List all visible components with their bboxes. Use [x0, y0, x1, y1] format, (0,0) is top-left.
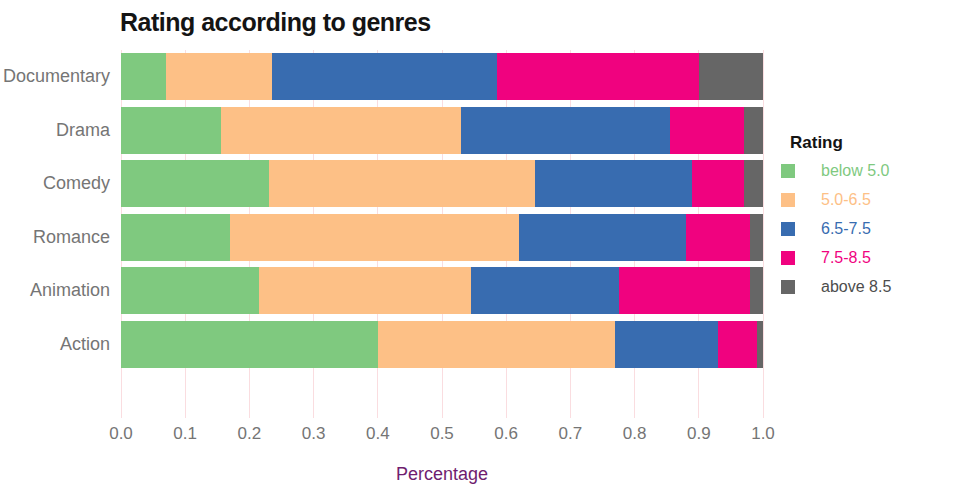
- legend-item-6-5-7-5: 6.5-7.5: [781, 220, 956, 238]
- legend-swatch-7-5-8-5: [781, 251, 795, 265]
- bar-segment-romance-5-0-6-5: [230, 214, 519, 261]
- y-axis-labels: Documentary Drama Comedy Romance Animation Ac…: [0, 53, 110, 368]
- legend-swatch-5-0-6-5: [781, 193, 795, 207]
- x-tick-0.0: 0.0: [109, 424, 133, 444]
- bar-row-comedy: [121, 160, 763, 207]
- bar-segment-comedy-above-8-5: [744, 160, 763, 207]
- legend-item-above-8-5: above 8.5: [781, 278, 956, 296]
- bar-row-romance: [121, 214, 763, 261]
- y-label-documentary: Documentary: [0, 53, 110, 100]
- x-tick-0.3: 0.3: [302, 424, 326, 444]
- bar-segment-documentary-above-8-5: [699, 53, 763, 100]
- x-axis-title: Percentage: [121, 464, 763, 485]
- bar-segment-action-below-5-0: [121, 321, 378, 368]
- bar-segment-documentary-below-5-0: [121, 53, 166, 100]
- legend-label-5-0-6-5: 5.0-6.5: [821, 191, 871, 209]
- plot-area: [121, 53, 763, 368]
- bar-segment-animation-7-5-8-5: [619, 267, 751, 314]
- y-label-comedy: Comedy: [0, 160, 110, 207]
- bar-segment-romance-above-8-5: [750, 214, 763, 261]
- bar-segment-drama-7-5-8-5: [670, 107, 744, 154]
- x-tick-0.5: 0.5: [430, 424, 454, 444]
- legend: Rating below 5.0 5.0-6.5 6.5-7.5 7.5-8.5 abo…: [781, 133, 956, 307]
- bar-segment-action-6-5-7-5: [615, 321, 718, 368]
- bar-segment-documentary-6-5-7-5: [272, 53, 497, 100]
- legend-label-6-5-7-5: 6.5-7.5: [821, 220, 871, 238]
- bar-segment-comedy-below-5-0: [121, 160, 269, 207]
- bar-segment-animation-below-5-0: [121, 267, 259, 314]
- bar-row-documentary: [121, 53, 763, 100]
- bar-segment-romance-below-5-0: [121, 214, 230, 261]
- x-tick-0.6: 0.6: [494, 424, 518, 444]
- bar-segment-comedy-5-0-6-5: [269, 160, 535, 207]
- y-label-drama: Drama: [0, 107, 110, 154]
- bar-segment-documentary-5-0-6-5: [166, 53, 272, 100]
- y-label-romance: Romance: [0, 214, 110, 261]
- bar-segment-documentary-7-5-8-5: [497, 53, 699, 100]
- bar-segment-action-5-0-6-5: [378, 321, 616, 368]
- bar-row-action: [121, 321, 763, 368]
- bar-segment-animation-6-5-7-5: [471, 267, 619, 314]
- legend-item-below-5-0: below 5.0: [781, 162, 956, 180]
- bar-segment-comedy-7-5-8-5: [692, 160, 743, 207]
- legend-title: Rating: [790, 133, 956, 153]
- x-tick-0.8: 0.8: [623, 424, 647, 444]
- bar-segment-drama-above-8-5: [744, 107, 763, 154]
- y-label-action: Action: [0, 321, 110, 368]
- bar-segment-animation-5-0-6-5: [259, 267, 471, 314]
- bar-segment-drama-5-0-6-5: [221, 107, 462, 154]
- x-tick-0.7: 0.7: [559, 424, 583, 444]
- bar-segment-romance-6-5-7-5: [519, 214, 686, 261]
- legend-label-above-8-5: above 8.5: [821, 278, 891, 296]
- bar-row-animation: [121, 267, 763, 314]
- bar-segment-romance-7-5-8-5: [686, 214, 750, 261]
- bar-segment-action-above-8-5: [757, 321, 763, 368]
- x-axis-ticks: 0.00.10.20.30.40.50.60.70.80.91.0: [121, 424, 763, 444]
- x-tick-0.2: 0.2: [238, 424, 262, 444]
- x-tick-1.0: 1.0: [751, 424, 775, 444]
- legend-swatch-6-5-7-5: [781, 222, 795, 236]
- legend-swatch-above-8-5: [781, 280, 795, 294]
- legend-label-below-5-0: below 5.0: [821, 162, 890, 180]
- legend-item-7-5-8-5: 7.5-8.5: [781, 249, 956, 267]
- chart-title: Rating according to genres: [120, 8, 431, 37]
- bar-segment-animation-above-8-5: [750, 267, 763, 314]
- legend-item-5-0-6-5: 5.0-6.5: [781, 191, 956, 209]
- x-tick-0.1: 0.1: [173, 424, 197, 444]
- legend-label-7-5-8-5: 7.5-8.5: [821, 249, 871, 267]
- bar-segment-comedy-6-5-7-5: [535, 160, 692, 207]
- bar-segment-drama-below-5-0: [121, 107, 221, 154]
- legend-items: below 5.0 5.0-6.5 6.5-7.5 7.5-8.5 above 8.5: [781, 162, 956, 296]
- rating-genres-chart: Rating according to genres Documentary Dr…: [0, 0, 960, 500]
- bar-segment-action-7-5-8-5: [718, 321, 757, 368]
- x-tick-0.4: 0.4: [366, 424, 390, 444]
- y-label-animation: Animation: [0, 267, 110, 314]
- x-tick-0.9: 0.9: [687, 424, 711, 444]
- legend-swatch-below-5-0: [781, 164, 795, 178]
- bar-row-drama: [121, 107, 763, 154]
- bar-segment-drama-6-5-7-5: [461, 107, 670, 154]
